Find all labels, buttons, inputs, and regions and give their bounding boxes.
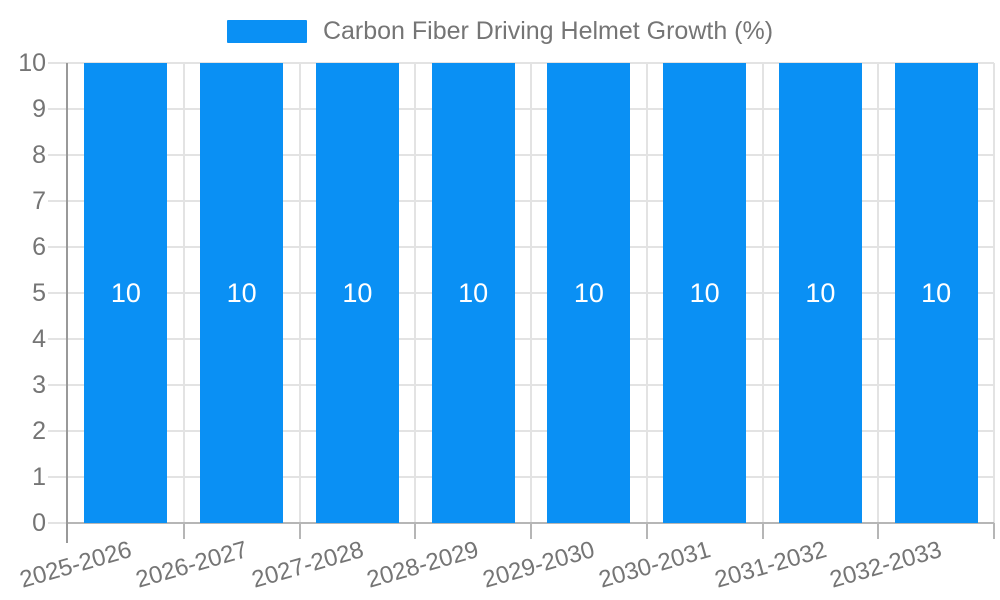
x-gridline bbox=[530, 63, 532, 523]
y-gridline bbox=[48, 246, 994, 248]
y-axis-tick-label: 7 bbox=[32, 187, 46, 215]
y-gridline bbox=[48, 200, 994, 202]
bar-value-label: 10 bbox=[921, 277, 952, 308]
bar-value-label: 10 bbox=[805, 277, 836, 308]
y-axis-tick-label: 2 bbox=[32, 417, 46, 445]
x-axis-category-label: 2029-2030 bbox=[479, 536, 598, 594]
y-gridline bbox=[48, 476, 994, 478]
x-axis-category-label: 2027-2028 bbox=[248, 536, 367, 594]
bar: 10 bbox=[894, 63, 978, 523]
bar-value-label: 10 bbox=[458, 277, 489, 308]
x-axis-category-label: 2031-2032 bbox=[711, 536, 830, 594]
legend-swatch-icon bbox=[226, 19, 307, 43]
y-axis-tick-label: 1 bbox=[32, 463, 46, 491]
x-axis-category-label: 2028-2029 bbox=[364, 536, 483, 594]
x-axis-tick bbox=[761, 523, 764, 539]
x-axis-category-label: 2025-2026 bbox=[16, 536, 135, 594]
x-axis-tick bbox=[993, 523, 995, 539]
x-axis-category-label: 2032-2033 bbox=[827, 536, 946, 594]
y-gridline bbox=[48, 292, 994, 294]
x-axis-category-label: 2030-2031 bbox=[595, 536, 714, 594]
y-axis-tick-label: 5 bbox=[32, 279, 46, 307]
x-axis-tick bbox=[877, 523, 880, 539]
y-gridline bbox=[48, 154, 994, 156]
bar: 10 bbox=[84, 63, 168, 523]
x-axis-tick bbox=[298, 523, 301, 539]
y-gridline bbox=[48, 338, 994, 340]
y-axis-tick-label: 9 bbox=[32, 95, 46, 123]
y-gridline bbox=[48, 384, 994, 386]
legend-label: Carbon Fiber Driving Helmet Growth (%) bbox=[322, 16, 774, 45]
x-axis-tick bbox=[414, 523, 417, 539]
x-gridline bbox=[182, 63, 185, 523]
x-gridline bbox=[993, 63, 995, 523]
bar: 10 bbox=[778, 63, 862, 523]
bar-value-label: 10 bbox=[689, 277, 720, 308]
bar: 10 bbox=[431, 63, 515, 523]
y-axis-tick-label: 10 bbox=[18, 49, 46, 77]
x-gridline bbox=[414, 63, 417, 523]
x-gridline bbox=[877, 63, 880, 523]
bar-value-label: 10 bbox=[342, 277, 373, 308]
x-gridline bbox=[298, 63, 301, 523]
x-axis-tick bbox=[530, 523, 532, 539]
bar: 10 bbox=[663, 63, 747, 523]
x-axis-category-label: 2026-2027 bbox=[132, 536, 251, 594]
bar-value-label: 10 bbox=[110, 277, 141, 308]
y-gridline bbox=[48, 62, 994, 64]
y-gridline bbox=[48, 108, 994, 110]
y-axis-line bbox=[66, 63, 68, 543]
bar: 10 bbox=[547, 63, 631, 523]
bar-value-label: 10 bbox=[226, 277, 257, 308]
y-gridline bbox=[48, 430, 994, 432]
y-axis-tick-label: 3 bbox=[32, 371, 46, 399]
x-axis-tick bbox=[182, 523, 185, 539]
x-axis-tick bbox=[645, 523, 648, 539]
y-axis-tick-label: 4 bbox=[32, 325, 46, 353]
y-axis-tick-label: 0 bbox=[32, 509, 46, 537]
bar: 10 bbox=[200, 63, 284, 523]
chart-legend[interactable]: Carbon Fiber Driving Helmet Growth (%) bbox=[0, 16, 1000, 46]
x-gridline bbox=[761, 63, 764, 523]
bar: 10 bbox=[315, 63, 399, 523]
x-gridline bbox=[645, 63, 648, 523]
bar-value-label: 10 bbox=[573, 277, 604, 308]
y-axis-tick-label: 6 bbox=[32, 233, 46, 261]
y-axis-tick-label: 8 bbox=[32, 141, 46, 169]
